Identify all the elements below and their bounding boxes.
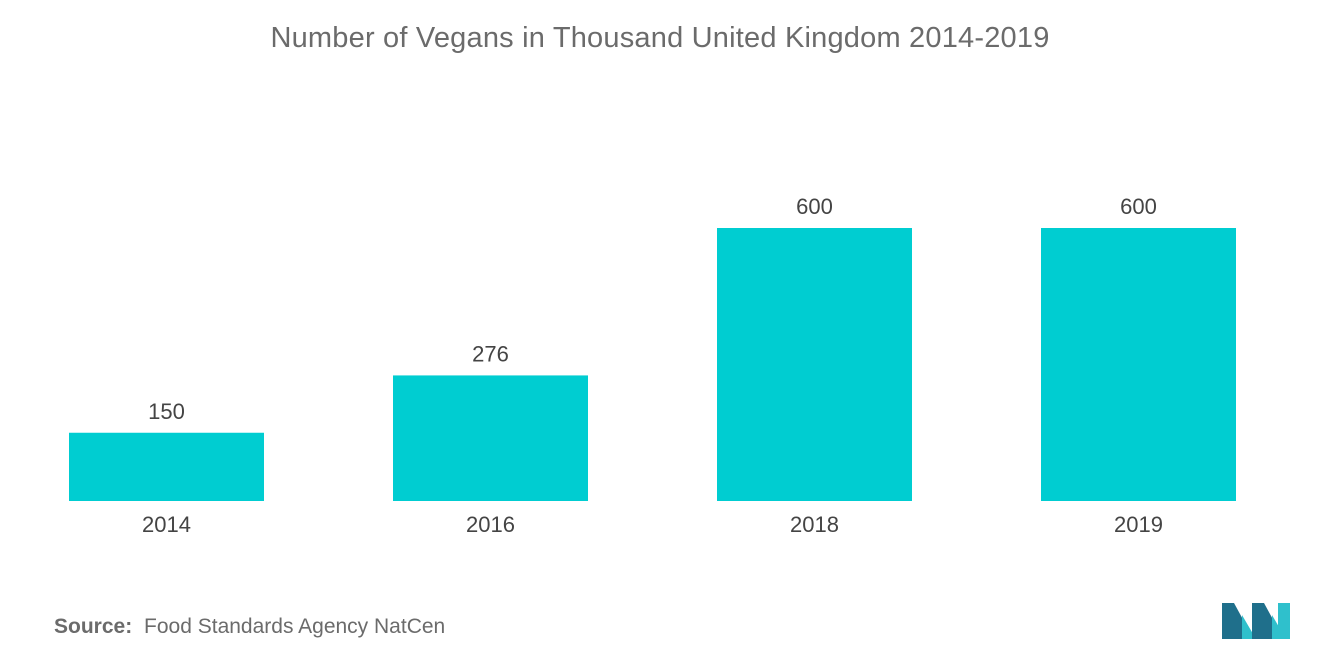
x-tick-label-2014: 2014 (142, 512, 191, 537)
x-tick-label-2019: 2019 (1114, 512, 1163, 537)
chart-title: Number of Vegans in Thousand United King… (270, 22, 1050, 54)
mordor-intelligence-logo-icon (1222, 603, 1290, 639)
source-text: Food Standards Agency NatCen (144, 615, 446, 638)
bar-chart: 150 2014 276 2016 600 2018 600 2019 (69, 194, 1236, 537)
value-label-2014: 150 (148, 399, 185, 424)
value-label-2019: 600 (1120, 194, 1157, 219)
x-tick-label-2018: 2018 (790, 512, 839, 537)
x-tick-label-2016: 2016 (466, 512, 515, 537)
bar-2019 (1041, 228, 1236, 501)
source-label: Source: (54, 615, 133, 638)
source-note: Source: Food Standards Agency NatCen (54, 615, 445, 639)
bar-2016 (393, 375, 588, 501)
value-label-2016: 276 (472, 341, 509, 366)
value-label-2018: 600 (796, 194, 833, 219)
bar-2018 (717, 228, 912, 501)
bar-2014 (69, 432, 264, 501)
